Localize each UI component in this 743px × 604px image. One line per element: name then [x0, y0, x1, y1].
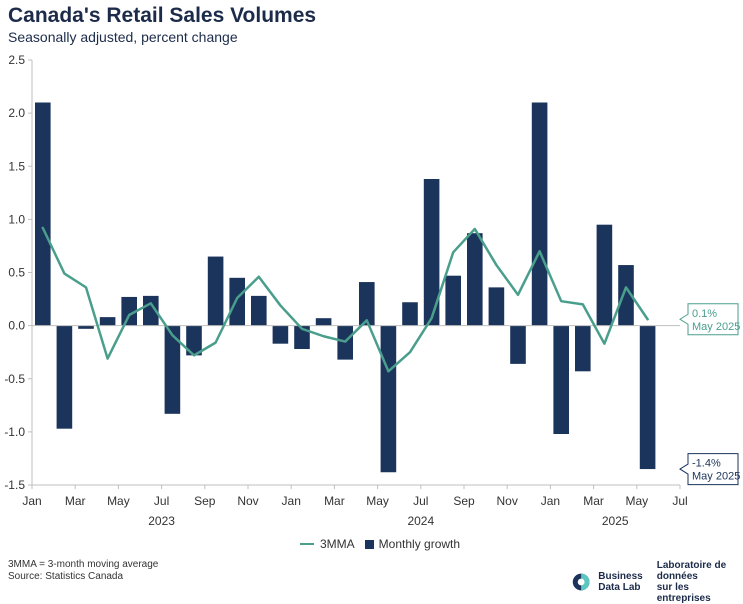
bar-monthly-growth: [639, 325, 656, 470]
x-tick-label: Nov: [497, 494, 518, 508]
bar-monthly-growth: [359, 282, 375, 326]
y-tick-label: 0.5: [8, 266, 25, 280]
footnote-source: Source: Statistics Canada: [8, 571, 124, 582]
y-tick-label: -0.5: [4, 372, 25, 386]
x-tick-label: Sep: [453, 494, 475, 508]
x-tick-label: Jul: [154, 494, 169, 508]
x-tick-label: Mar: [65, 494, 86, 508]
y-tick-label: 1.0: [8, 212, 25, 226]
y-tick-label: 0.0: [8, 319, 25, 333]
callout-3mma-date: May 2025: [692, 321, 740, 333]
bar-monthly-growth: [488, 287, 505, 326]
chart-legend: 3MMA Monthly growth: [300, 537, 460, 551]
bar-monthly-growth: [186, 325, 202, 356]
business-data-lab-logo: Business Data Lab Laboratoire de données…: [572, 560, 743, 604]
x-year-label: 2023: [148, 514, 175, 528]
line-3mma: [41, 226, 649, 373]
bar-monthly-growth: [35, 102, 51, 326]
logo-mark-icon: [572, 573, 590, 591]
bar-monthly-growth: [402, 302, 418, 326]
legend-label-3mma: 3MMA: [320, 537, 355, 551]
callout-3mma-value: 0.1%: [692, 308, 717, 320]
legend-line-swatch: [300, 543, 314, 545]
bar-monthly-growth: [56, 325, 73, 429]
bar-monthly-growth: [575, 325, 591, 372]
x-tick-label: Sep: [194, 494, 216, 508]
bar-monthly-growth: [596, 224, 613, 326]
x-year-label: 2024: [407, 514, 434, 528]
footnote-abbreviation: 3MMA = 3-month moving average: [8, 559, 159, 570]
bar-monthly-growth: [251, 295, 267, 326]
bar-monthly-growth: [121, 296, 137, 326]
x-tick-label: Jan: [282, 494, 301, 508]
logo-en-line2: Data Lab: [598, 582, 641, 593]
bar-monthly-growth: [229, 277, 245, 326]
bar-monthly-growth: [272, 325, 289, 344]
x-tick-label: Mar: [583, 494, 604, 508]
footnote: 3MMA = 3-month moving average Source: St…: [8, 559, 158, 583]
x-tick-label: May: [107, 494, 130, 508]
x-tick-label: Jul: [672, 494, 687, 508]
chart-title: Canada's Retail Sales Volumes: [8, 4, 317, 27]
bar-monthly-growth: [380, 325, 397, 473]
y-tick-label: 2.0: [8, 106, 25, 120]
x-tick-label: Jul: [413, 494, 428, 508]
y-tick-label: -1.5: [4, 478, 25, 492]
bar-monthly-growth: [423, 179, 440, 326]
logo-text-en: Business Data Lab: [598, 571, 642, 593]
bar-monthly-growth: [78, 325, 94, 329]
logo-fr-line1: Laboratoire de données: [656, 560, 727, 582]
x-tick-label: May: [366, 494, 389, 508]
x-year-label: 2025: [602, 514, 629, 528]
y-tick-label: 1.5: [8, 159, 25, 173]
bar-monthly-growth: [618, 265, 634, 326]
x-tick-label: Jan: [22, 494, 41, 508]
bar-monthly-growth: [510, 325, 526, 364]
retail-sales-chart: 2.5 2.0 1.5 1.0 0.5 0.0 -0.5 -1.0 -1.5 Jan Mar May J…: [4, 53, 740, 528]
x-tick-label: Nov: [237, 494, 258, 508]
callout-3mma-box: [679, 303, 739, 336]
legend-label-monthly-growth: Monthly growth: [378, 537, 461, 551]
bar-monthly-growth: [164, 325, 181, 414]
bar-monthly-growth: [553, 325, 569, 434]
x-tick-label: Mar: [324, 494, 345, 508]
bar-monthly-growth: [315, 318, 332, 326]
callout-monthly-growth-date: May 2025: [692, 471, 740, 483]
y-tick-label: -1.0: [4, 425, 25, 439]
chart-subtitle: Seasonally adjusted, percent change: [8, 29, 238, 45]
bar-monthly-growth: [207, 256, 224, 326]
bar-monthly-growth: [99, 317, 116, 326]
callout-monthly-growth-value: -1.4%: [692, 458, 721, 470]
x-tick-label: May: [625, 494, 648, 508]
bar-monthly-growth: [531, 102, 548, 326]
bar-monthly-growth: [143, 295, 159, 326]
legend-bar-swatch: [364, 539, 374, 549]
logo-text-fr: Laboratoire de données sur les entrepris…: [657, 560, 743, 604]
callout-monthly-growth-box: [679, 453, 739, 486]
logo-fr-line2: sur les entreprises: [656, 582, 711, 604]
bar-monthly-growth: [467, 233, 483, 326]
x-tick-label: Jan: [541, 494, 560, 508]
bar-monthly-growth: [445, 275, 461, 326]
y-tick-label: 2.5: [8, 53, 25, 67]
logo-en-line1: Business: [598, 571, 643, 582]
